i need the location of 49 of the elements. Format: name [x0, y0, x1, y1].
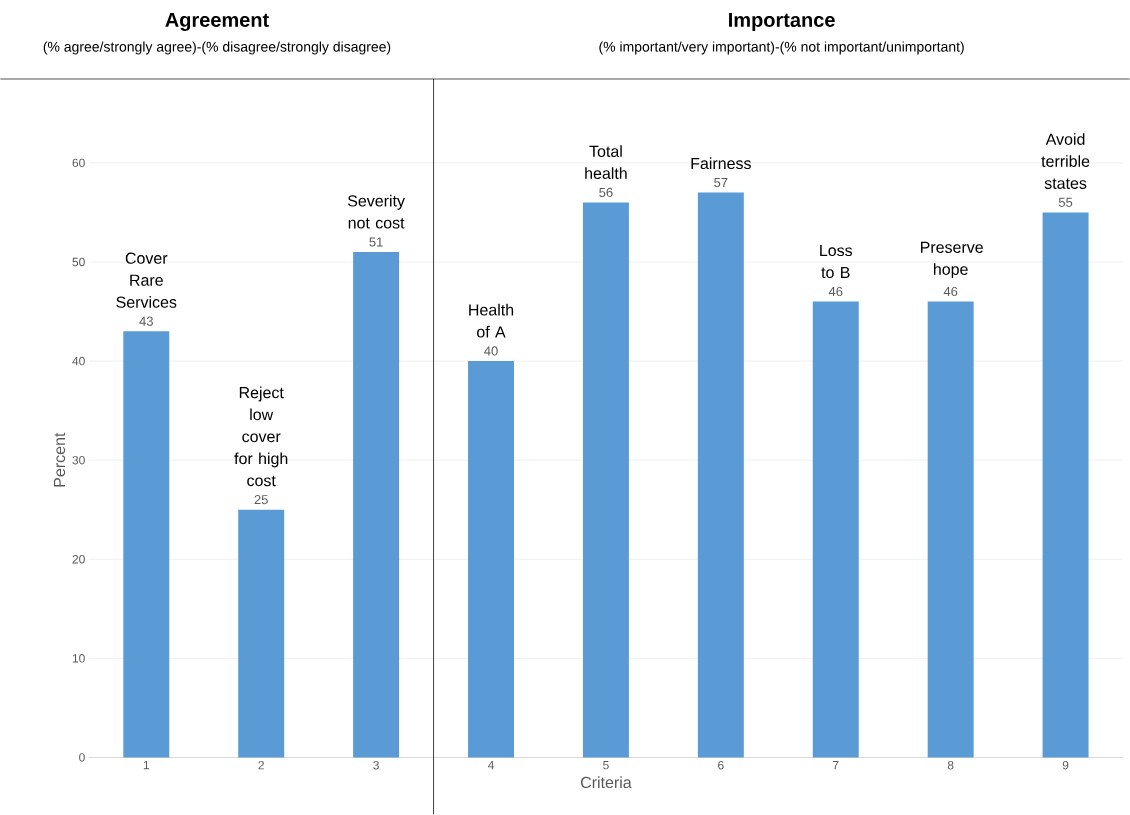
y-tick-label: 20	[72, 555, 85, 564]
bar	[1042, 212, 1089, 758]
annotation: Preserve hope	[921, 241, 983, 279]
annotation: Avoid terrible states	[1041, 133, 1090, 189]
bar	[927, 301, 974, 758]
x-tick-label: 3	[373, 761, 379, 770]
bar	[353, 252, 400, 758]
bar	[697, 192, 744, 758]
y-tick-label: 10	[72, 654, 85, 663]
y-tick-label: 30	[72, 456, 85, 465]
y-tick-label: 0	[79, 753, 85, 762]
x-tick-label: 5	[603, 761, 609, 770]
x-tick-label: 9	[1062, 761, 1069, 770]
annotation: Health of A	[469, 303, 514, 338]
annotation: Severity not cost	[347, 194, 405, 229]
data-label: 46	[828, 286, 843, 297]
bar	[123, 331, 170, 758]
y-tick-label: 50	[72, 257, 85, 267]
data-label: 40	[484, 346, 498, 356]
data-label: 43	[139, 316, 153, 326]
text: Importance	[729, 13, 835, 32]
x-tick-label: 2	[258, 761, 264, 770]
annotation: Total health	[585, 145, 627, 180]
bar	[238, 509, 285, 758]
y-tick-label: 60	[72, 158, 85, 168]
annotation: Fairness	[691, 157, 751, 170]
annotation: Reject low cover for high cost	[234, 386, 288, 487]
x-tick-label: 6	[718, 761, 724, 770]
annotation: Loss to B	[820, 245, 853, 279]
text: Agreement	[165, 13, 269, 32]
annotation: Cover Rare Services	[116, 252, 177, 308]
data-label: 51	[369, 237, 383, 247]
bar	[812, 301, 859, 758]
x-tick-label: 8	[947, 761, 954, 770]
x-tick-label: 4	[487, 761, 494, 770]
x-tick-label: 1	[143, 761, 150, 770]
y-tick-label: 40	[72, 356, 85, 366]
x-tick-label: 7	[833, 761, 839, 770]
bar	[582, 202, 629, 758]
text: (% important/very important)-(% not important/unimportant)	[599, 41, 964, 55]
data-label: 57	[714, 178, 728, 188]
data-label: 55	[1058, 197, 1073, 207]
bar	[468, 361, 515, 758]
x-axis-title: Criteria	[580, 776, 632, 789]
y-axis-title: Percent	[53, 432, 66, 487]
data-label: 56	[599, 187, 613, 198]
text: (% agree/strongly agree)-(% disagree/strongly disagree)	[43, 41, 391, 55]
data-label: 25	[254, 495, 268, 505]
data-label: 46	[943, 286, 958, 297]
